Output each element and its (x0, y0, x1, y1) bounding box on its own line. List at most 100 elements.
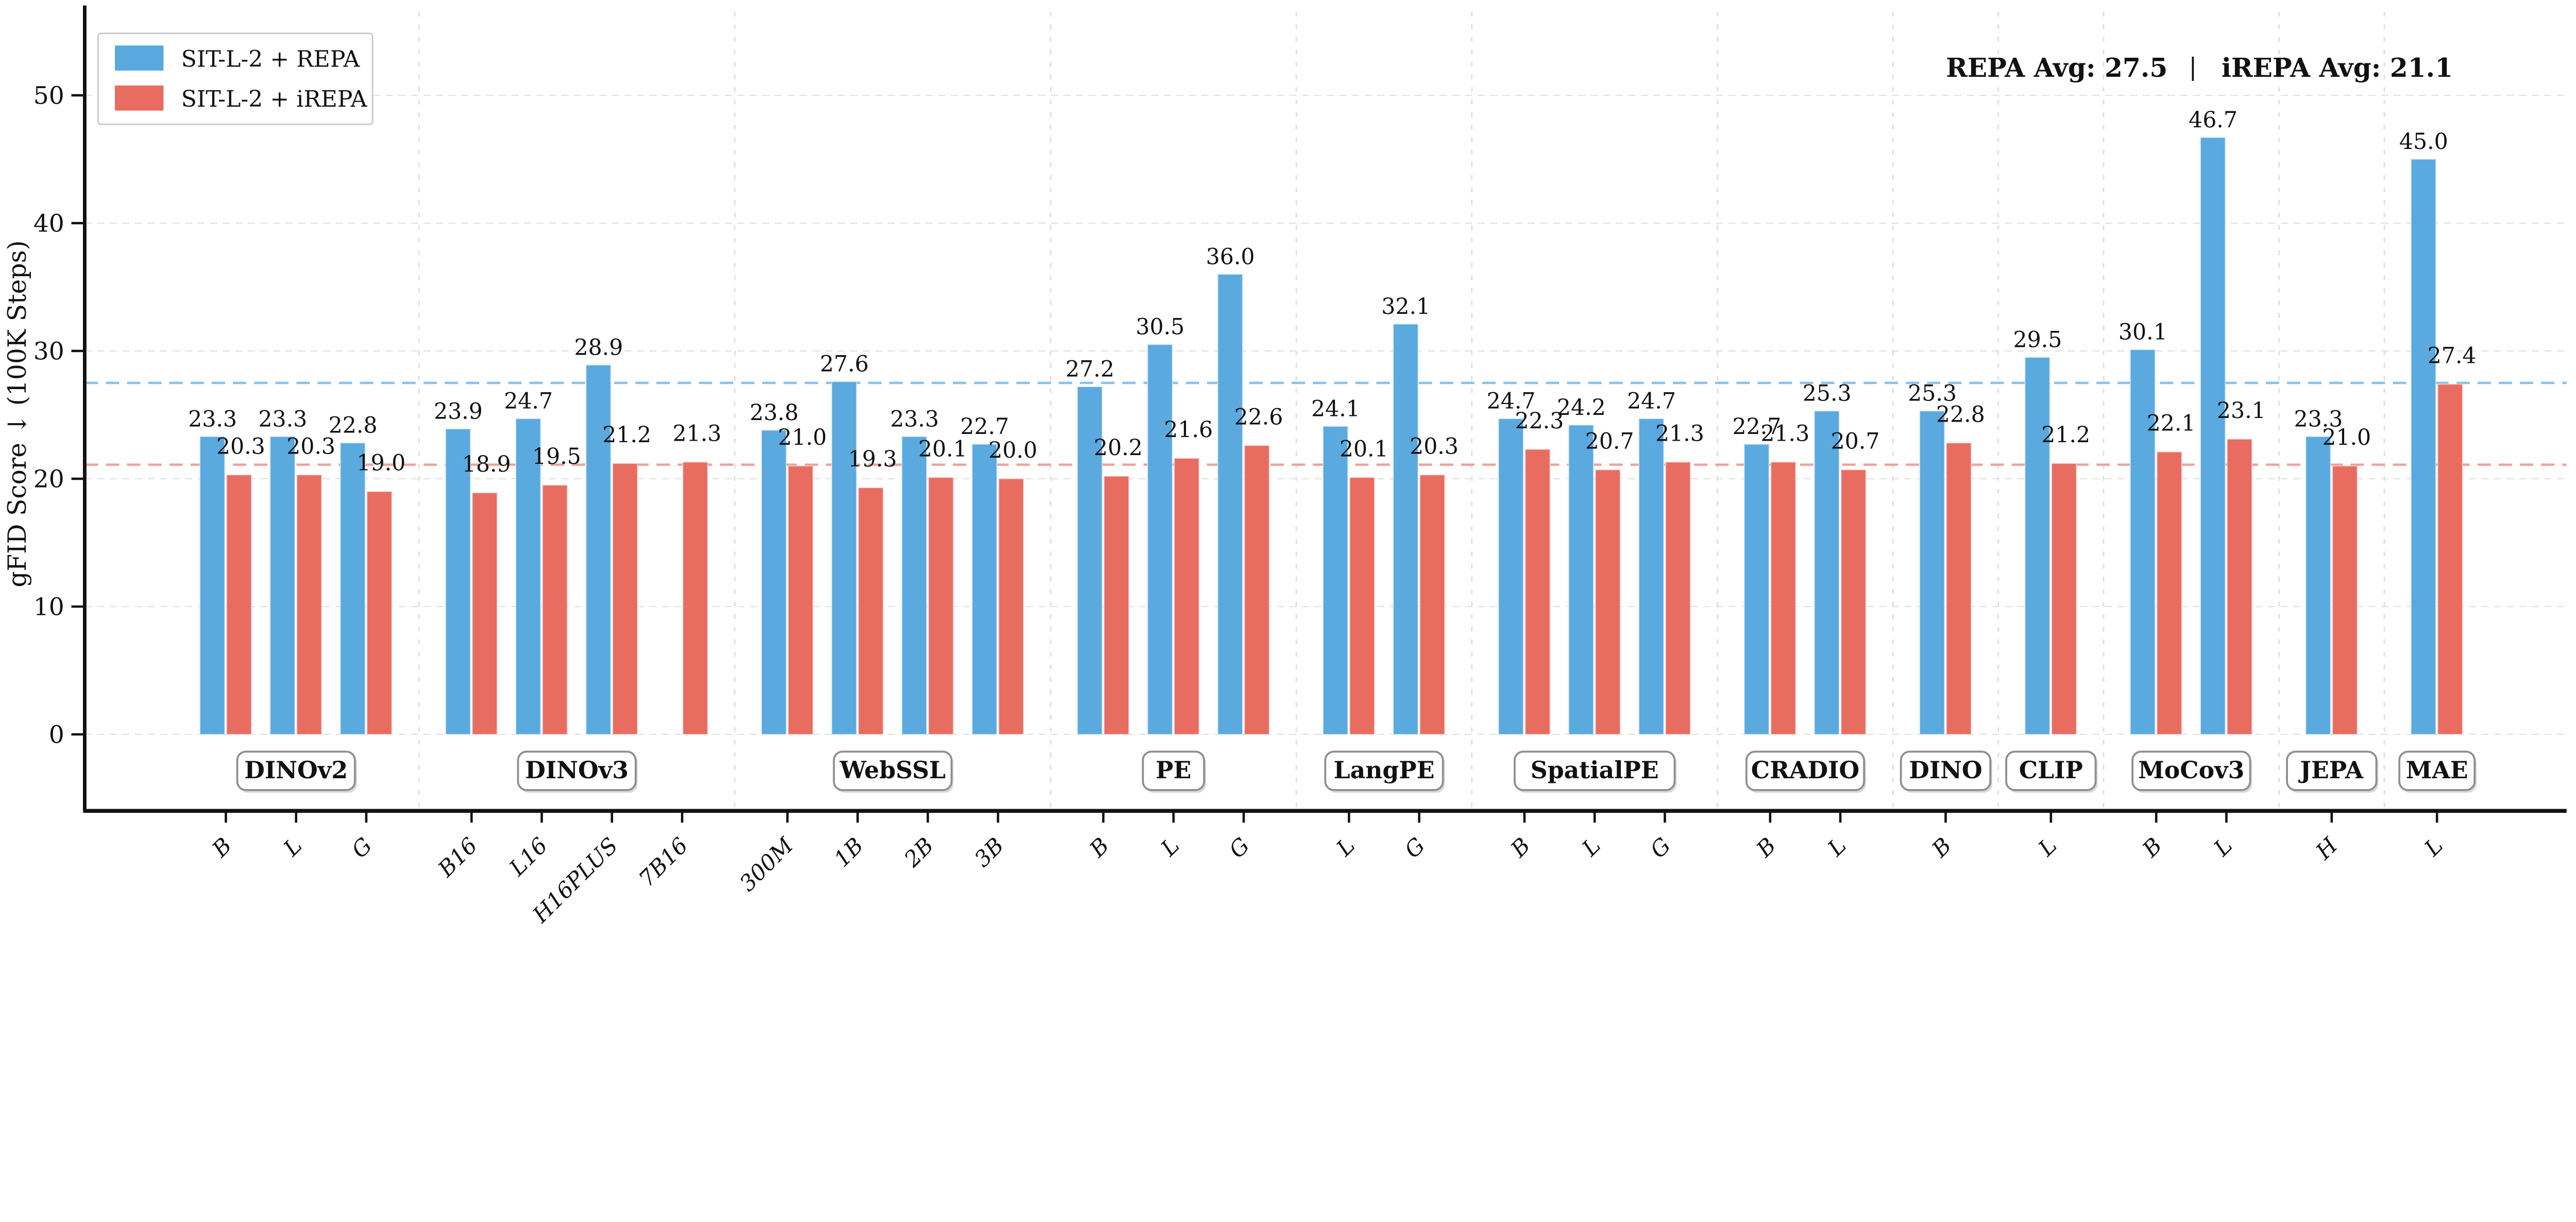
value-repa-DINO-B: 25.3 (1908, 381, 1957, 407)
value-repa-CRADIO-B: 22.7 (1733, 414, 1782, 440)
x-ticklabel-CRADIO-B: B (1751, 833, 1781, 863)
group-box-CLIP (2005, 750, 2097, 791)
bar-irepa-MoCov3-L (2227, 439, 2252, 735)
value-repa-DINOv2-B: 23.3 (188, 406, 237, 432)
value-repa-CLIP-L: 29.5 (2013, 327, 2062, 353)
x-ticklabel-DINOv3-B16: B16 (433, 833, 483, 883)
y-ticklabel-0: 0 (49, 721, 64, 749)
bar-repa-SpatialPE-G (1638, 418, 1664, 735)
x-ticklabel-WebSSL-3B: 3B (970, 833, 1009, 873)
bar-repa-MAE-L (2411, 159, 2436, 735)
y-ticklabel-30: 30 (33, 338, 64, 366)
value-irepa-DINOv3-7B16: 21.3 (673, 421, 722, 447)
group-label-CRADIO: CRADIO (1751, 756, 1859, 784)
bar-irepa-DINO-B (1946, 442, 1972, 735)
value-repa-PE-G: 36.0 (1206, 244, 1255, 270)
value-irepa-LangPE-L: 20.1 (1340, 436, 1388, 462)
bar-irepa-DINOv3-B16 (472, 492, 498, 735)
x-ticklabel-DINO-B: B (1927, 833, 1957, 863)
value-irepa-PE-G: 22.6 (1234, 404, 1283, 430)
value-repa-SpatialPE-L: 24.2 (1557, 395, 1606, 421)
value-repa-CRADIO-L: 25.3 (1803, 381, 1852, 407)
group-label-DINOv2: DINOv2 (244, 756, 348, 784)
value-irepa-PE-B: 20.2 (1094, 435, 1143, 461)
value-repa-WebSSL-300M: 23.8 (750, 400, 799, 426)
y-axis-title: gFID Score ↓ (100K Steps) (3, 240, 32, 587)
x-ticklabel-SpatialPE-G: G (1646, 833, 1676, 863)
value-irepa-CRADIO-B: 21.3 (1760, 421, 1809, 447)
bar-repa-MoCov3-L (2200, 137, 2226, 735)
legend-label-repa: SIT-L-2 + REPA (181, 46, 361, 72)
bar-repa-DINOv3-H16PLUS (585, 364, 612, 735)
group-label-CLIP: CLIP (2019, 756, 2083, 784)
bar-irepa-SpatialPE-B (1524, 449, 1551, 735)
value-irepa-MAE-L: 27.4 (2428, 343, 2477, 369)
bar-irepa-WebSSL-2B (928, 477, 954, 735)
value-repa-DINOv3-H16PLUS: 28.9 (574, 334, 623, 360)
group-label-PE: PE (1156, 756, 1191, 784)
bar-irepa-WebSSL-300M (788, 465, 814, 735)
bar-repa-LangPE-L (1323, 426, 1348, 735)
x-ticklabel-PE-L: L (1156, 833, 1184, 862)
value-irepa-WebSSL-2B: 20.1 (918, 436, 967, 462)
x-ticklabel-WebSSL-2B: 2B (899, 833, 939, 873)
group-box-WebSSL (833, 750, 953, 791)
bar-irepa-DINOv2-B (226, 474, 252, 735)
bar-repa-SpatialPE-L (1568, 424, 1594, 735)
bar-repa-PE-B (1077, 386, 1103, 735)
group-box-MoCov3 (2131, 750, 2251, 791)
bar-irepa-DINOv3-L16 (542, 484, 568, 735)
bars-layer (199, 137, 2463, 735)
repa-average-annotation: REPA Avg: 27.5 (1946, 53, 2167, 83)
bar-repa-DINOv3-B16 (445, 428, 471, 735)
irepa-average-annotation: iREPA Avg: 21.1 (2222, 53, 2453, 83)
legend: SIT-L-2 + REPA SIT-L-2 + iREPA (97, 32, 374, 125)
group-separators-layer (418, 11, 2385, 811)
value-irepa-DINO-B: 22.8 (1936, 401, 1985, 427)
value-repa-MoCov3-B: 30.1 (2119, 320, 2167, 345)
y-ticklabel-10: 10 (33, 593, 64, 622)
bar-chart-figure: 23.3 20.3 23.3 20.3 22.8 19.0 23.9 18.9 24.7 19.5… (3, 5, 2567, 929)
legend-swatch-irepa (115, 85, 164, 111)
legend-swatch-repa (115, 45, 164, 71)
value-irepa-WebSSL-1B: 19.3 (848, 446, 897, 472)
value-repa-PE-B: 27.2 (1065, 357, 1114, 382)
group-label-MoCov3: MoCov3 (2138, 756, 2244, 784)
group-labels-layer: DINOv2 DINOv3 WebSSL PE LangPE SpatialPE CRADI… (236, 750, 2477, 793)
y-ticklabel-40: 40 (33, 210, 64, 238)
value-repa-WebSSL-2B: 23.3 (890, 406, 939, 432)
value-repa-WebSSL-3B: 22.7 (960, 414, 1009, 440)
bar-repa-WebSSL-2B (901, 436, 927, 735)
group-box-DINOv3 (517, 750, 637, 791)
group-box-DINO (1900, 750, 1992, 791)
bar-repa-PE-L (1147, 344, 1173, 735)
value-irepa-MoCov3-B: 22.1 (2147, 411, 2196, 437)
bar-repa-SpatialPE-B (1498, 418, 1524, 735)
value-irepa-DINOv2-L: 20.3 (286, 433, 335, 459)
bar-irepa-CLIP-L (2051, 463, 2077, 735)
value-irepa-JEPA-H: 21.0 (2322, 425, 2371, 450)
value-repa-MoCov3-L: 46.7 (2189, 107, 2238, 133)
value-irepa-CLIP-L: 21.2 (2041, 422, 2090, 448)
group-box-MAE (2398, 750, 2476, 791)
value-repa-JEPA-H: 23.3 (2294, 406, 2343, 432)
x-ticklabel-DINOv2-G: G (347, 833, 377, 863)
value-repa-LangPE-L: 24.1 (1311, 396, 1360, 422)
bar-irepa-MoCov3-B (2156, 451, 2182, 735)
group-label-DINO: DINO (1909, 756, 1982, 784)
bar-repa-DINOv3-L16 (515, 418, 541, 735)
value-repa-SpatialPE-G: 24.7 (1627, 389, 1676, 414)
bar-repa-DINO-B (1919, 410, 1945, 735)
value-irepa-SpatialPE-G: 21.3 (1655, 421, 1704, 447)
bar-repa-PE-G (1217, 274, 1243, 735)
group-label-SpatialPE: SpatialPE (1531, 756, 1659, 784)
x-ticklabel-LangPE-L: L (1331, 833, 1360, 862)
x-ticklabel-MAE-L: L (2419, 833, 2448, 862)
value-repa-DINOv3-B16: 23.9 (434, 398, 483, 424)
group-box-JEPA (2286, 750, 2378, 791)
value-repa-DINOv3-L16: 24.7 (504, 389, 553, 414)
value-repa-MAE-L: 45.0 (2399, 129, 2448, 155)
group-box-SpatialPE (1514, 750, 1676, 791)
x-ticklabel-PE-G: G (1224, 833, 1255, 863)
value-labels-layer: 23.320.323.320.322.819.023.918.924.719.5… (188, 107, 2476, 477)
